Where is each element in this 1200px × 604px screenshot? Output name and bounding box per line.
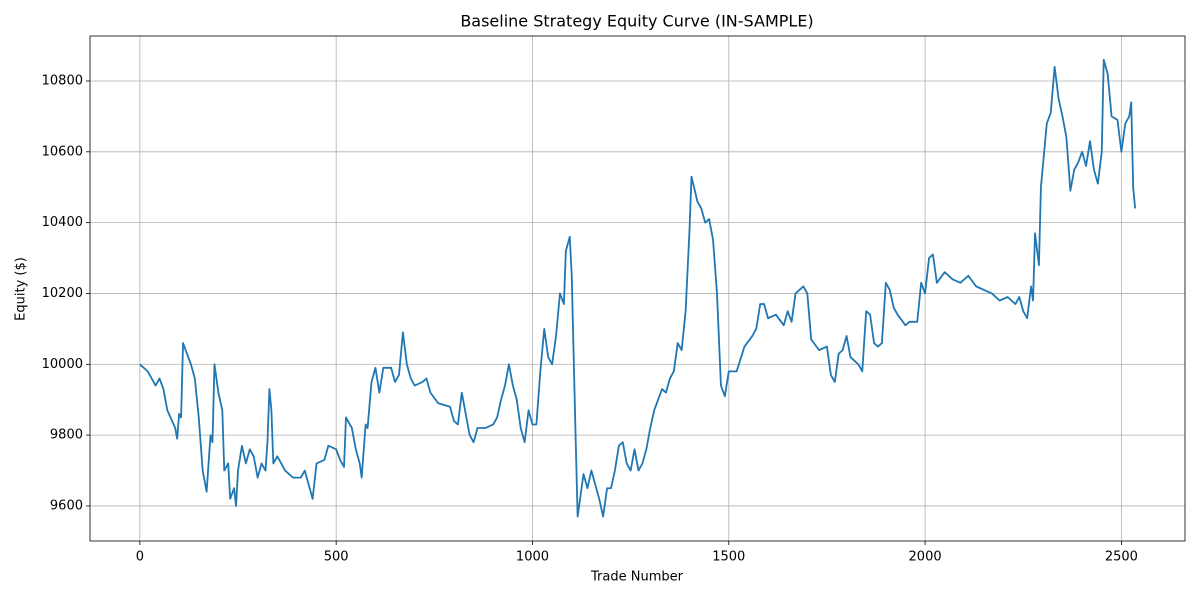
x-tick-label: 0 — [136, 550, 144, 565]
y-axis-label: Equity ($) — [14, 257, 29, 321]
chart-title: Baseline Strategy Equity Curve (IN-SAMPL… — [460, 12, 813, 31]
x-tick-label: 2500 — [1105, 550, 1138, 565]
x-axis-label: Trade Number — [590, 570, 684, 585]
x-tick-label: 2000 — [909, 550, 942, 565]
plot-frame — [89, 35, 1186, 542]
y-tick-label: 10000 — [42, 357, 83, 372]
x-tick-label: 1500 — [712, 550, 745, 565]
equity-line — [139, 58, 1137, 518]
x-tick-label: 1000 — [516, 550, 549, 565]
y-tick-label: 10800 — [42, 73, 83, 88]
y-tick-label: 10600 — [42, 144, 83, 159]
x-tick-label: 500 — [324, 550, 349, 565]
y-tick-label: 9800 — [50, 428, 83, 443]
y-tick-label: 10200 — [42, 286, 83, 301]
y-tick-label: 10400 — [42, 215, 83, 230]
y-tick-label: 9600 — [50, 498, 83, 513]
